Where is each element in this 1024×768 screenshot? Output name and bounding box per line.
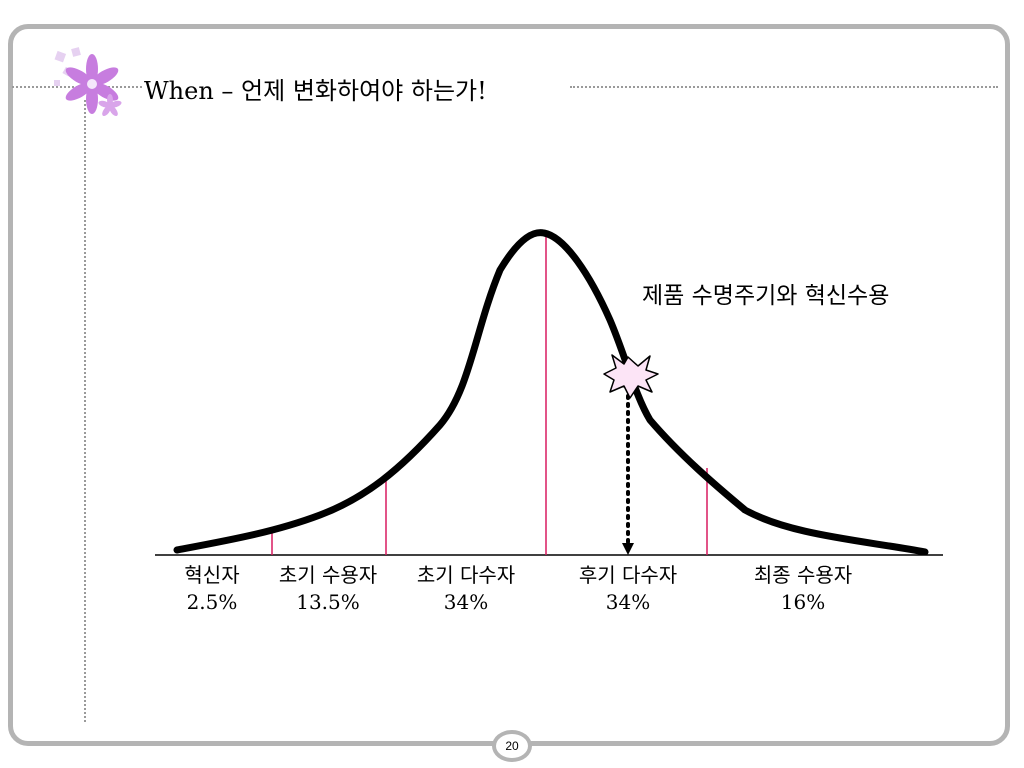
flower-icon — [54, 47, 122, 117]
explosion-burst — [603, 354, 659, 399]
slide-frame — [8, 24, 1010, 746]
diagram-caption: 제품 수명주기와 혁신수용 — [642, 283, 890, 309]
segment-label-innovators: 혁신자 2.5% — [184, 562, 239, 616]
bell-curve — [173, 229, 929, 556]
segment-label-early-majority: 초기 다수자 34% — [417, 562, 515, 616]
segment-name: 초기 다수자 — [416, 563, 516, 587]
slide-title: When – 언제 변화하여야 하는가! — [144, 77, 487, 105]
segment-name: 혁신자 — [184, 563, 240, 587]
segment-percent: 13.5% — [296, 590, 360, 614]
title-dotted-line-right — [570, 86, 998, 88]
segment-percent: 16% — [780, 590, 826, 614]
vertical-dotted-line — [84, 100, 86, 722]
segment-label-late-majority: 후기 다수자 34% — [579, 562, 677, 616]
segment-name: 최종 수용자 — [753, 563, 853, 587]
segment-name: 후기 다수자 — [578, 563, 678, 587]
segment-percent: 34% — [605, 590, 651, 614]
segment-percent: 2.5% — [186, 590, 238, 614]
segment-label-laggards: 최종 수용자 16% — [754, 562, 852, 616]
page-number: 20 — [492, 730, 532, 762]
segment-label-early-adopters: 초기 수용자 13.5% — [279, 562, 377, 616]
segment-percent: 34% — [443, 590, 489, 614]
arrow-head — [622, 543, 634, 555]
segment-name: 초기 수용자 — [278, 563, 378, 587]
